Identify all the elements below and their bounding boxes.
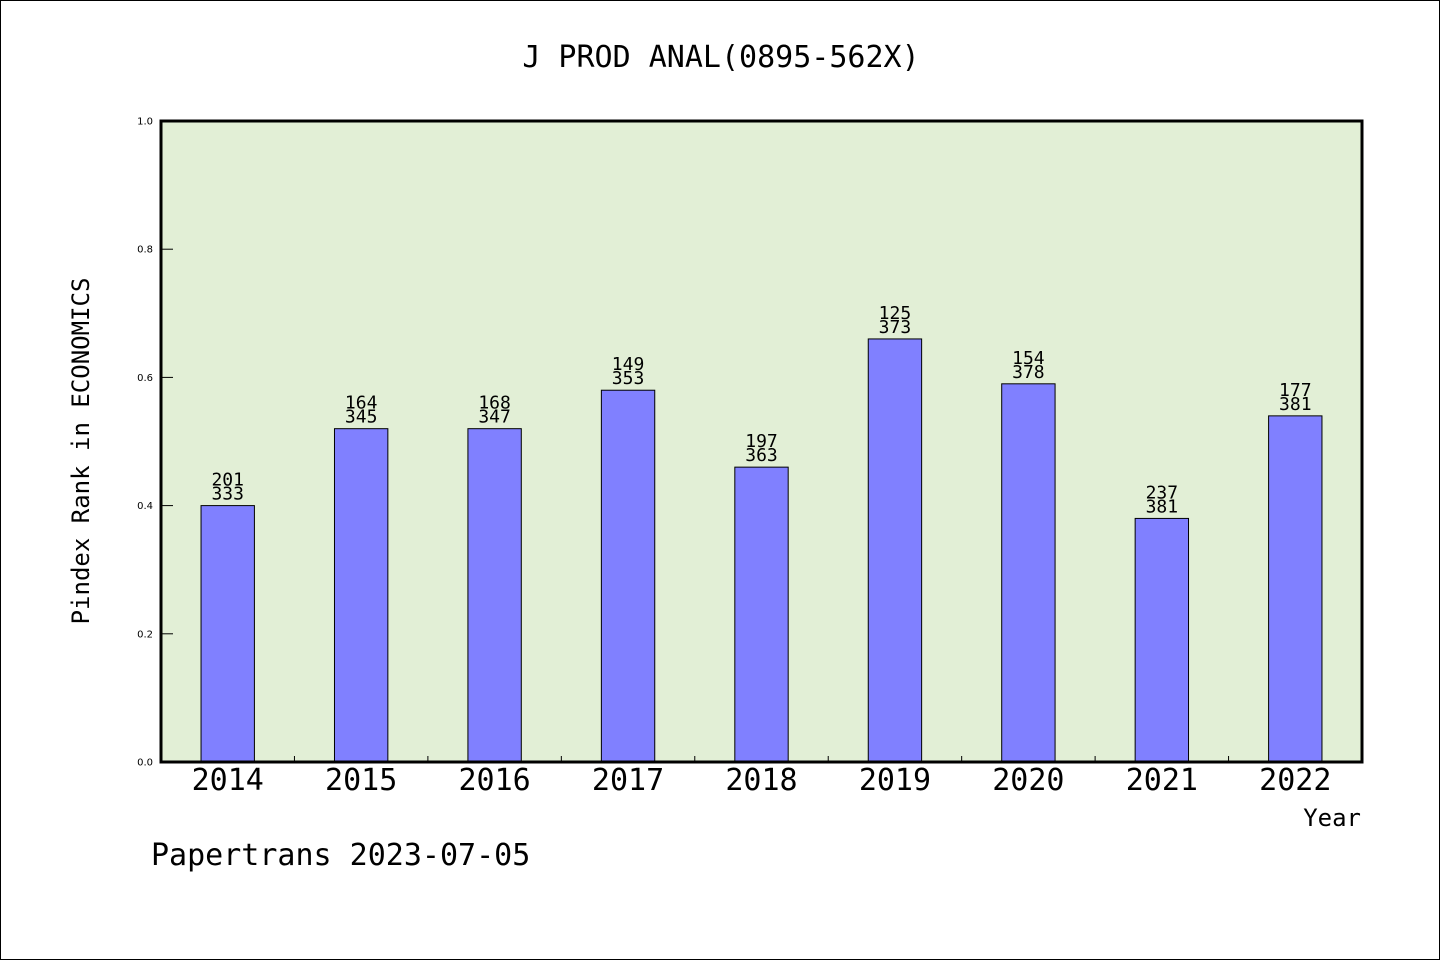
bar-rank-label: 237 — [1146, 482, 1179, 503]
footer-watermark: Papertrans 2023-07-05 — [151, 838, 530, 873]
x-tick-label: 2020 — [992, 763, 1064, 798]
y-tick-label: 0.2 — [137, 629, 153, 640]
x-tick-label: 2014 — [192, 763, 264, 798]
y-tick-label: 0.6 — [137, 373, 153, 384]
y-tick-label: 0.8 — [137, 245, 153, 256]
y-tick-label: 0.4 — [137, 501, 153, 512]
x-tick-label: 2022 — [1259, 763, 1331, 798]
bar-rank-label: 154 — [1012, 348, 1045, 369]
x-axis-label: Year — [1303, 804, 1361, 832]
bar-rank-label: 149 — [612, 354, 645, 375]
x-tick-label: 2018 — [725, 763, 797, 798]
x-tick-label: 2021 — [1126, 763, 1198, 798]
bar-rank-label: 177 — [1279, 380, 1312, 401]
bar — [734, 466, 789, 763]
bar — [1001, 383, 1056, 763]
x-tick-label: 2017 — [592, 763, 664, 798]
bar-rank-label: 125 — [879, 303, 912, 324]
x-axis: 2014 2015 2016 2017 2018 2019 2020 2021 2022 — [192, 756, 1331, 798]
bar — [467, 428, 522, 763]
bar-total-label: 345 — [345, 407, 378, 428]
bar-total-label: 333 — [211, 484, 244, 505]
bar — [867, 338, 923, 763]
chart-title: J PROD ANAL(0895-562X) — [522, 40, 919, 75]
bar — [200, 505, 255, 763]
bar-total-label: 347 — [478, 407, 511, 428]
bar-rank-label: 197 — [745, 431, 778, 452]
bar — [1134, 517, 1190, 763]
bar-rank-label: 168 — [478, 393, 511, 414]
bar — [333, 428, 389, 763]
y-tick-label: 0.0 — [137, 758, 153, 769]
bar-total-label: 381 — [1279, 394, 1312, 415]
x-tick-label: 2016 — [458, 763, 530, 798]
bar-total-label: 381 — [1146, 496, 1179, 517]
bar — [1268, 415, 1323, 763]
bar-total-label: 353 — [612, 368, 645, 389]
bar-rank-label: 201 — [211, 470, 244, 491]
x-tick-label: 2019 — [859, 763, 931, 798]
y-tick-label: 1.0 — [137, 117, 153, 128]
x-tick-label: 2015 — [325, 763, 397, 798]
bar-total-label: 373 — [879, 317, 912, 338]
bar-total-label: 378 — [1012, 362, 1045, 383]
bar-total-label: 363 — [745, 445, 778, 466]
plot-border — [159, 119, 1364, 764]
bar — [600, 389, 656, 763]
bar-rank-label: 164 — [345, 393, 378, 414]
y-axis-label: Pindex Rank in ECONOMICS — [67, 278, 95, 625]
